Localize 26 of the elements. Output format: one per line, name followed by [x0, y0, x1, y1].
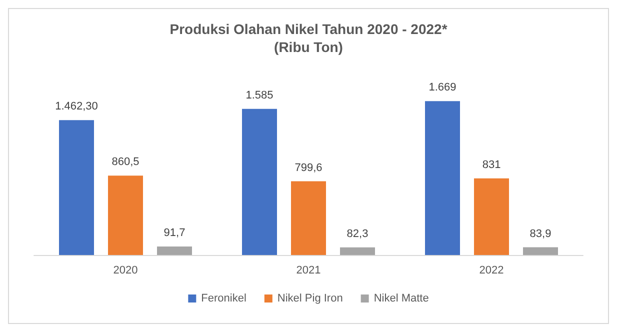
- data-label: 91,7: [164, 227, 186, 240]
- bar: [157, 246, 192, 255]
- x-tick-label: 2022: [479, 264, 504, 276]
- data-label: 1.669: [428, 82, 456, 94]
- data-label: 82,3: [346, 228, 368, 240]
- chart-title: Produksi Olahan Nikel Tahun 2020 - 2022*: [170, 21, 448, 37]
- x-tick-label: 2021: [296, 264, 321, 276]
- bar: [425, 101, 460, 255]
- legend-label: Nikel Pig Iron: [277, 292, 343, 304]
- legend-label: Feronikel: [201, 292, 246, 304]
- bar: [108, 176, 143, 255]
- bar: [523, 247, 558, 255]
- legend-label: Nikel Matte: [374, 292, 429, 304]
- bar: [291, 181, 326, 255]
- data-label: 831: [482, 158, 501, 171]
- bar: [340, 247, 375, 255]
- data-label: 860,5: [112, 156, 140, 168]
- chart-subtitle: (Ribu Ton): [274, 39, 343, 55]
- data-label: 799,6: [294, 162, 322, 174]
- data-label: 83,9: [530, 228, 552, 240]
- data-label: 1.462,30: [55, 100, 98, 113]
- bar: [474, 178, 509, 255]
- bar: [59, 120, 94, 255]
- x-tick-label: 2020: [113, 264, 138, 276]
- data-label: 1.585: [246, 89, 274, 102]
- bar: [242, 108, 277, 255]
